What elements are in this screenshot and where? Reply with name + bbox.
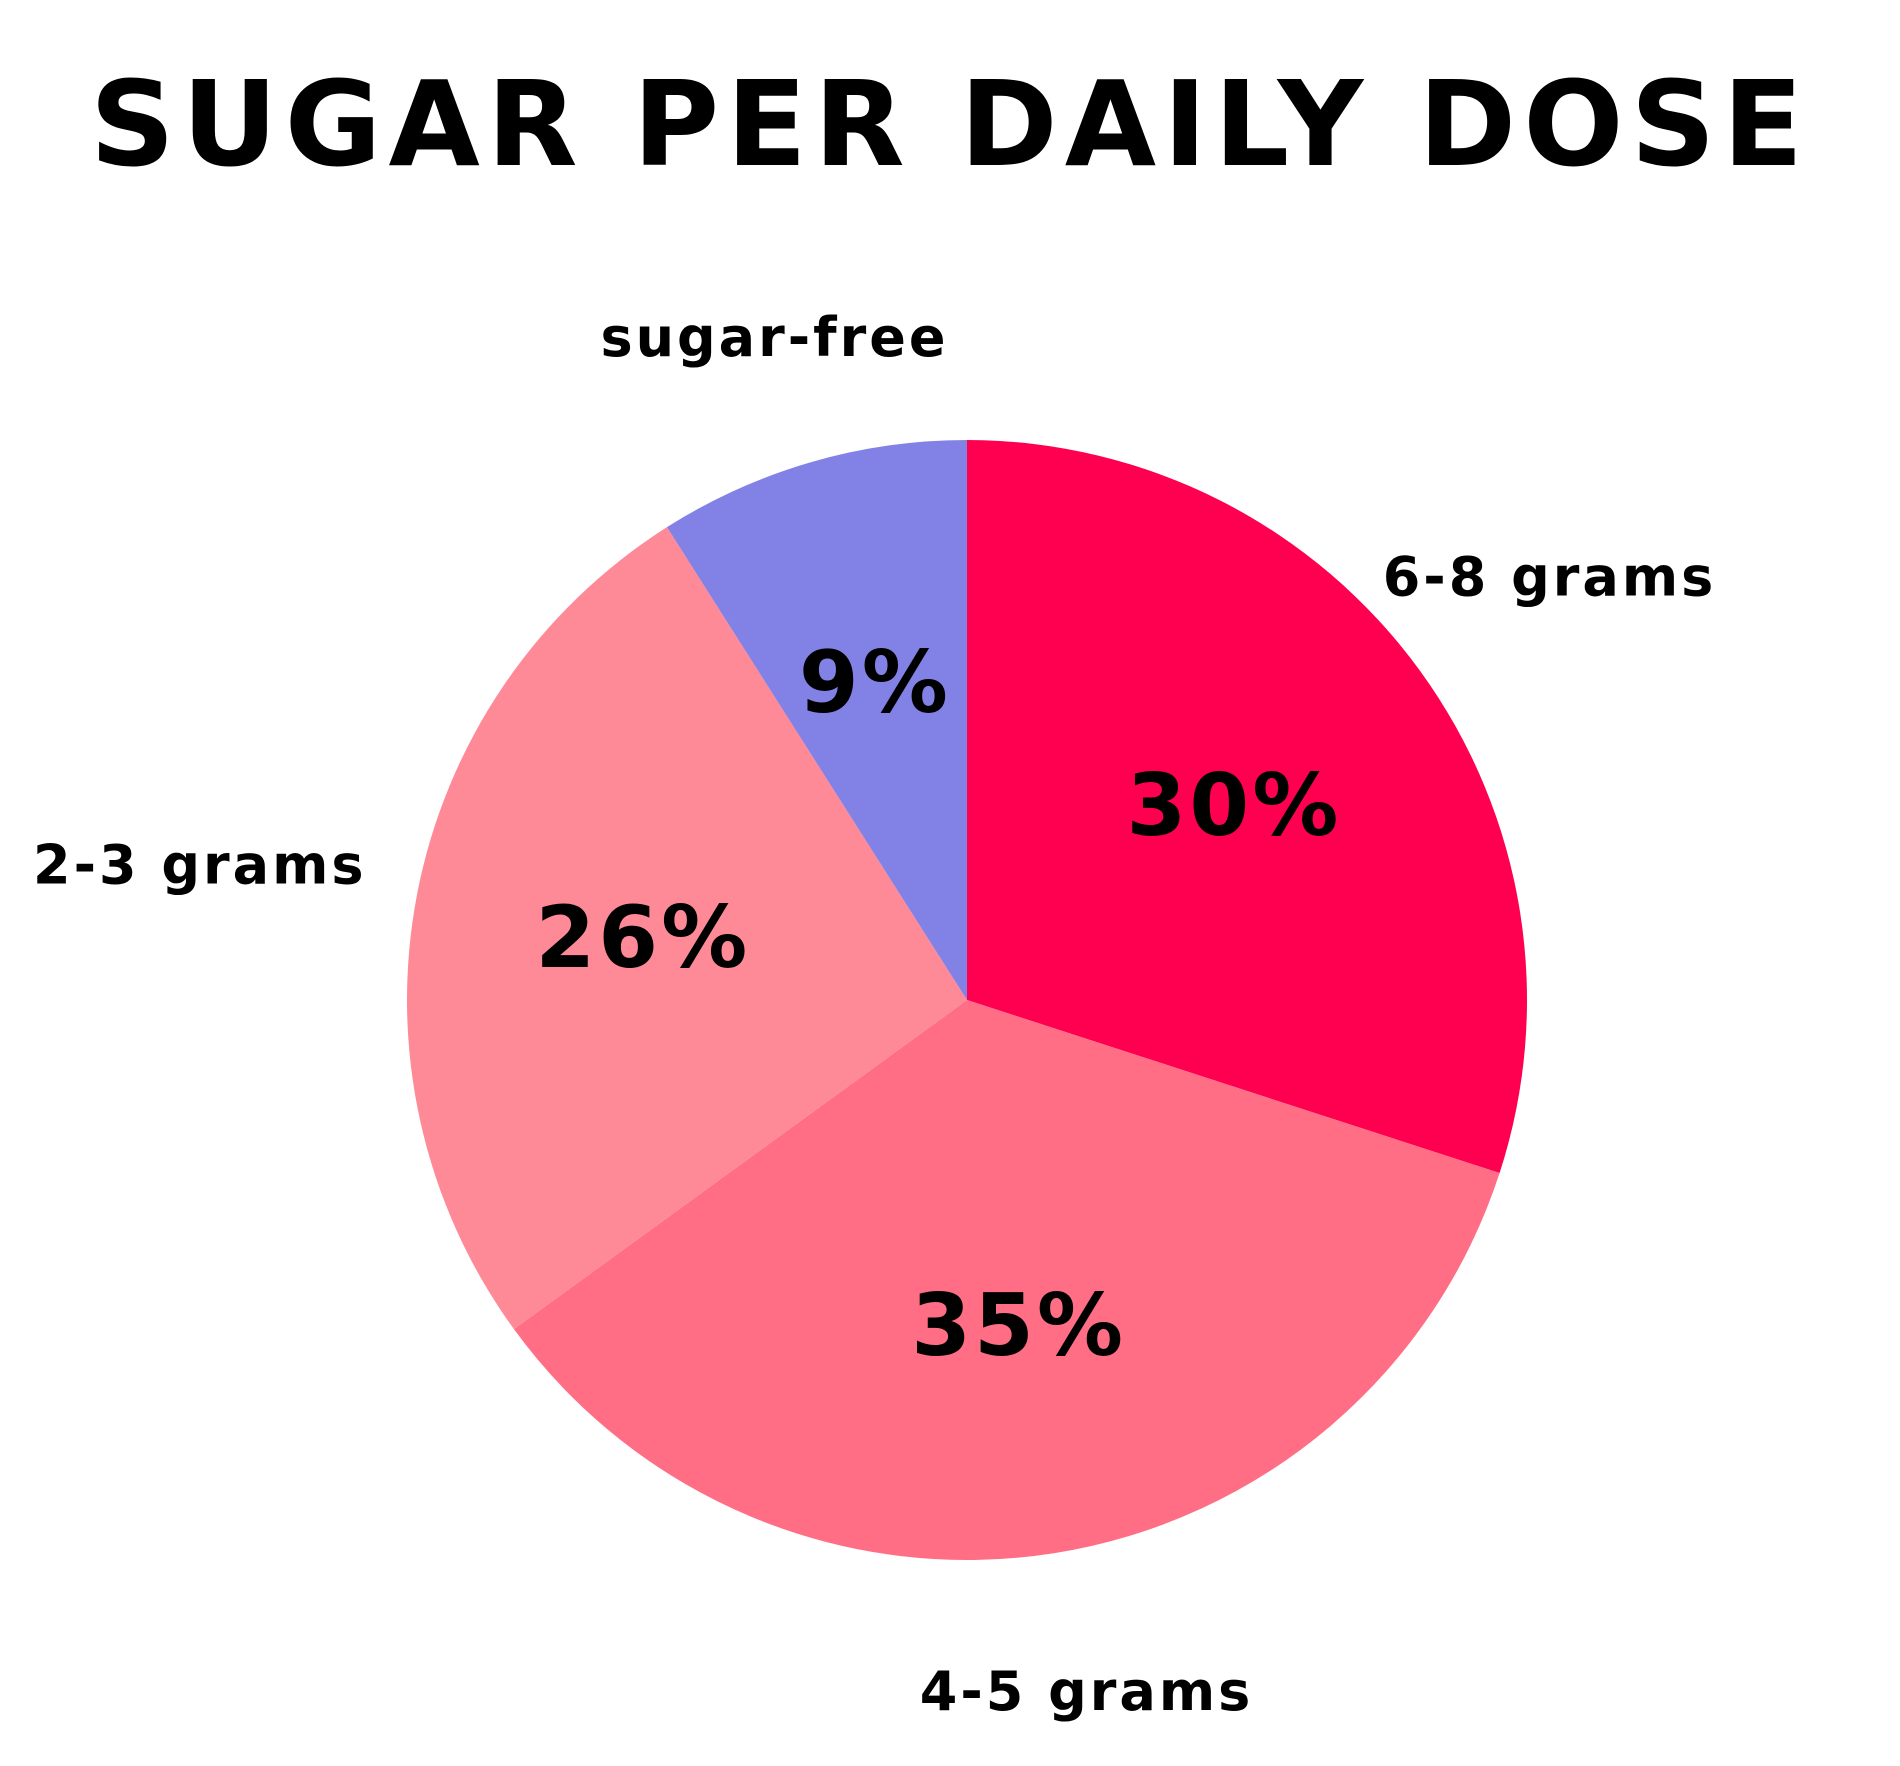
category-label: 6-8 grams: [1383, 545, 1717, 608]
percent-label: 35%: [911, 1276, 1126, 1376]
percent-label: 26%: [535, 888, 750, 988]
chart-title: SUGAR PER DAILY DOSE: [89, 55, 1811, 193]
category-label: 4-5 grams: [920, 1660, 1254, 1723]
percent-labels: 30% 35% 26% 9%: [535, 633, 1342, 1376]
percent-label: 9%: [799, 633, 951, 733]
pie-slices: [407, 440, 1527, 1561]
pie-slice-6-8-grams: [967, 440, 1527, 1174]
category-labels: 6-8 grams 4-5 grams 2-3 grams sugar-free: [33, 306, 1717, 1723]
pie-slice-2-3-grams: [407, 527, 967, 1330]
category-label: 2-3 grams: [33, 834, 367, 897]
pie-slice-sugar-free: [666, 440, 967, 1000]
percent-label: 30%: [1127, 756, 1342, 856]
pie-slice-4-5-grams: [513, 1000, 1500, 1561]
category-label: sugar-free: [600, 306, 948, 369]
